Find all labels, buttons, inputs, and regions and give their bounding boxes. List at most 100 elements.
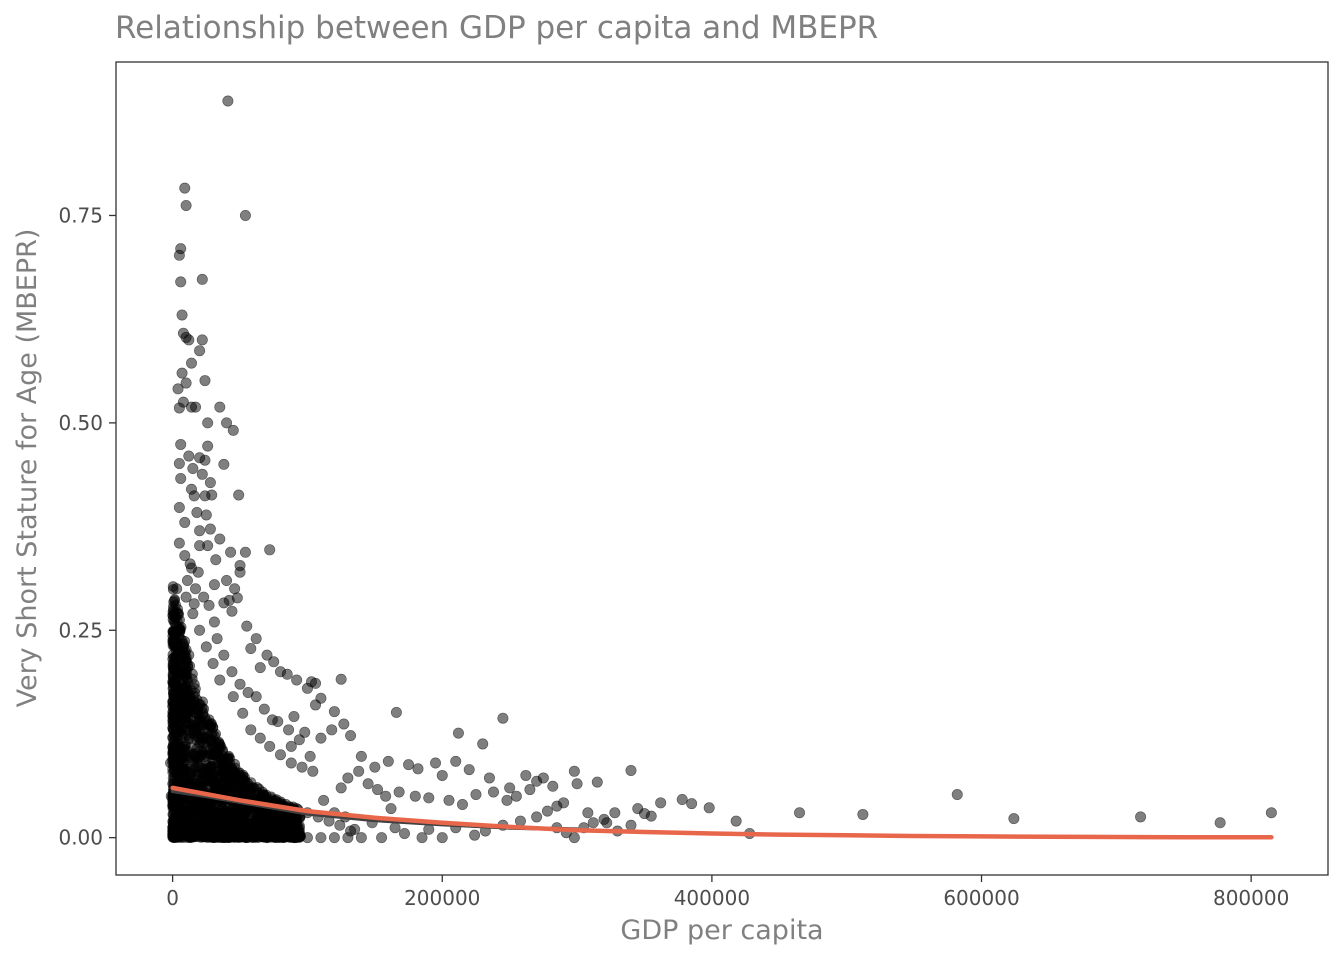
data-point	[203, 599, 215, 611]
data-point	[372, 784, 384, 796]
data-point	[477, 738, 489, 750]
data-point	[582, 807, 594, 819]
data-point	[194, 345, 206, 357]
data-point	[179, 182, 191, 194]
data-point	[403, 759, 415, 771]
data-point	[587, 817, 599, 829]
data-point	[168, 688, 179, 699]
data-point	[226, 666, 238, 678]
data-point	[338, 718, 350, 730]
data-point	[686, 798, 698, 810]
x-tick-label: 800000	[1213, 886, 1289, 910]
data-point	[393, 786, 405, 798]
data-point	[202, 417, 214, 429]
data-point	[227, 424, 239, 436]
data-point	[212, 757, 224, 769]
data-point	[187, 462, 199, 474]
data-point	[376, 832, 388, 844]
data-point	[450, 755, 462, 767]
data-point	[436, 769, 448, 781]
data-point	[234, 566, 246, 578]
data-point	[531, 811, 543, 823]
data-point	[177, 755, 189, 767]
data-point	[537, 772, 549, 784]
data-point	[233, 809, 245, 821]
data-point	[497, 712, 509, 724]
data-point	[299, 726, 311, 738]
data-point	[177, 682, 189, 694]
data-point	[293, 734, 305, 746]
data-point	[389, 822, 401, 834]
data-point	[218, 458, 230, 470]
data-point	[385, 803, 397, 815]
data-point	[268, 656, 280, 668]
data-point	[547, 780, 559, 792]
data-point	[362, 778, 374, 790]
y-tick-label: 0.75	[58, 203, 103, 227]
data-point	[676, 794, 688, 806]
data-point	[335, 782, 347, 794]
data-point	[226, 605, 238, 617]
data-point	[730, 815, 742, 827]
data-point	[301, 832, 313, 844]
data-point	[264, 544, 276, 556]
data-point	[266, 714, 278, 726]
data-point	[173, 249, 185, 261]
data-point	[234, 678, 246, 690]
data-point	[288, 816, 300, 828]
data-point	[189, 797, 201, 809]
data-point	[199, 375, 211, 387]
data-point	[258, 790, 270, 802]
data-point	[645, 810, 657, 822]
data-point	[625, 819, 637, 831]
data-point	[326, 724, 338, 736]
x-tick-label: 0	[166, 886, 179, 910]
data-point	[213, 736, 225, 748]
data-point	[436, 832, 448, 844]
data-point	[202, 766, 214, 778]
data-point	[524, 784, 536, 796]
data-point	[192, 774, 203, 786]
data-point	[510, 790, 522, 802]
data-point	[242, 686, 254, 698]
data-point	[288, 711, 300, 723]
data-point	[315, 832, 327, 844]
data-point	[173, 402, 185, 414]
data-point	[194, 624, 206, 636]
data-point	[167, 724, 179, 736]
data-point	[183, 649, 195, 661]
data-point	[208, 616, 220, 628]
data-point	[180, 200, 192, 212]
data-point	[246, 828, 257, 840]
data-point	[390, 706, 402, 718]
data-point	[210, 806, 221, 818]
data-point	[207, 831, 218, 843]
data-point	[315, 732, 327, 744]
data-point	[285, 740, 297, 752]
data-point	[221, 765, 233, 777]
data-point	[625, 764, 637, 776]
data-point	[469, 829, 481, 841]
data-point	[169, 595, 180, 606]
data-point	[571, 778, 583, 790]
data-point	[173, 458, 185, 470]
data-point	[214, 674, 226, 686]
data-point	[185, 357, 197, 369]
data-point	[328, 832, 340, 844]
data-point	[202, 540, 214, 552]
data-point	[274, 832, 286, 844]
data-point	[188, 490, 200, 502]
y-tick-label: 0.25	[58, 618, 103, 642]
data-point	[369, 761, 381, 773]
data-point	[200, 509, 212, 521]
data-point	[191, 752, 203, 764]
data-point	[233, 489, 245, 501]
data-point	[204, 477, 216, 489]
data-point	[175, 276, 187, 288]
data-point	[307, 765, 319, 777]
data-point	[214, 401, 226, 413]
data-point	[310, 677, 322, 689]
data-point	[334, 819, 346, 831]
data-point	[175, 438, 187, 450]
